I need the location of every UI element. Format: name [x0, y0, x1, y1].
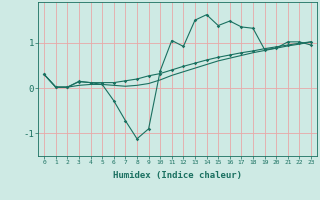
X-axis label: Humidex (Indice chaleur): Humidex (Indice chaleur)	[113, 171, 242, 180]
